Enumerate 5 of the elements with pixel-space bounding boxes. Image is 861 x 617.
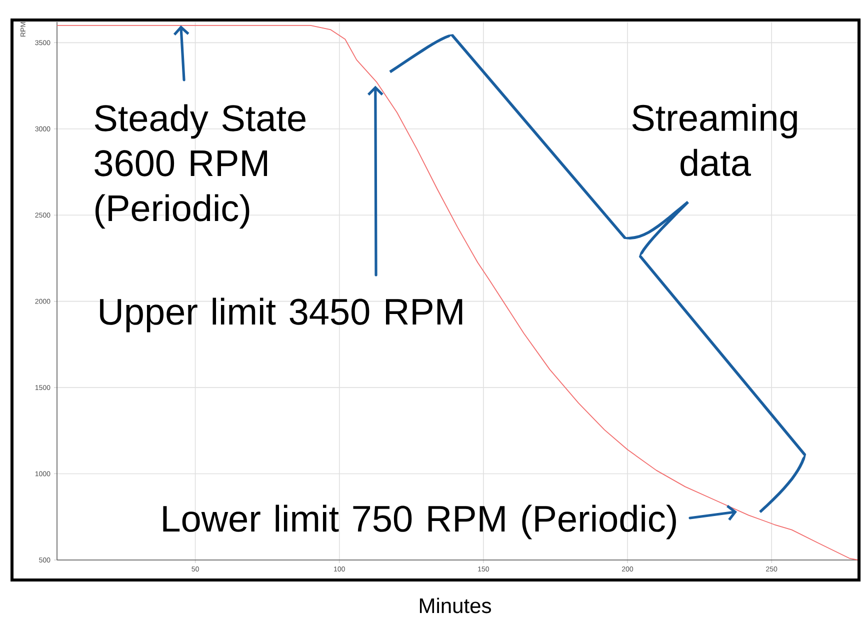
annotation: Upper limit 3450 RPM (100, 298, 462, 332)
x-axis-title: Minutes (420, 598, 491, 614)
annotation: Lower limit 750 RPM (Periodic) (163, 504, 676, 540)
annotation: Streaming data (632, 104, 797, 176)
annotation: Steady State 3600 RPM (Periodic) (94, 104, 306, 229)
